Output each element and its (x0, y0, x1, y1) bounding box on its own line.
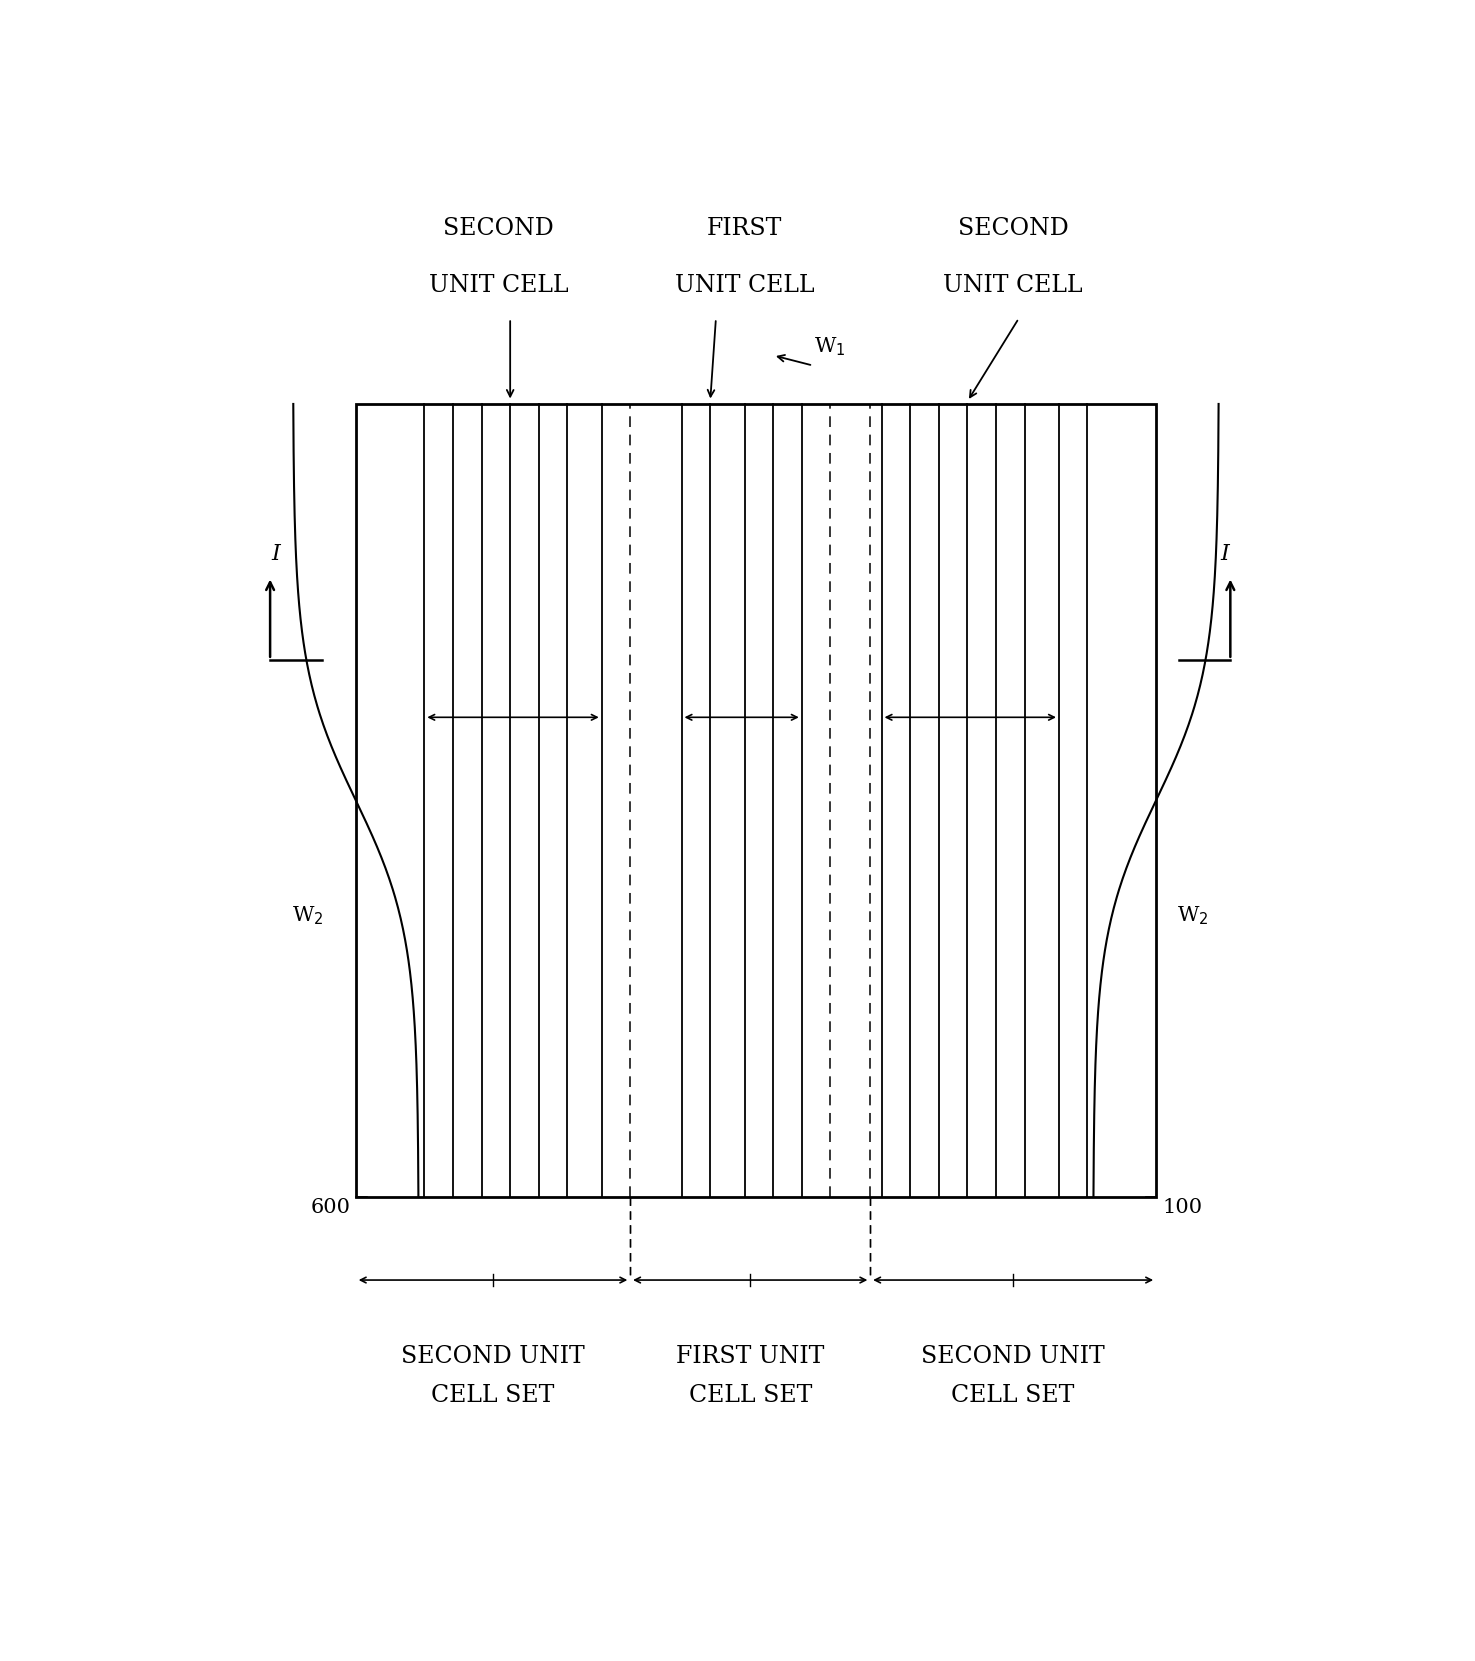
Text: CELL SET: CELL SET (431, 1384, 555, 1407)
Text: CELL SET: CELL SET (951, 1384, 1075, 1407)
Text: UNIT CELL: UNIT CELL (944, 274, 1083, 297)
Text: FIRST UNIT: FIRST UNIT (676, 1345, 825, 1369)
Text: SECOND UNIT: SECOND UNIT (401, 1345, 586, 1369)
Text: UNIT CELL: UNIT CELL (674, 274, 814, 297)
Text: I: I (271, 543, 280, 565)
Text: 100: 100 (1162, 1198, 1202, 1216)
Text: SECOND UNIT: SECOND UNIT (922, 1345, 1105, 1369)
Text: W$_2$: W$_2$ (1177, 904, 1208, 927)
Text: W$_1$: W$_1$ (814, 336, 847, 357)
Text: SECOND: SECOND (444, 218, 555, 241)
Text: FIRST: FIRST (707, 218, 782, 241)
Text: I: I (1220, 543, 1229, 565)
Text: UNIT CELL: UNIT CELL (429, 274, 568, 297)
Text: CELL SET: CELL SET (689, 1384, 811, 1407)
Text: W$_2$: W$_2$ (292, 904, 323, 927)
Text: SECOND: SECOND (957, 218, 1068, 241)
Text: 600: 600 (311, 1198, 351, 1216)
